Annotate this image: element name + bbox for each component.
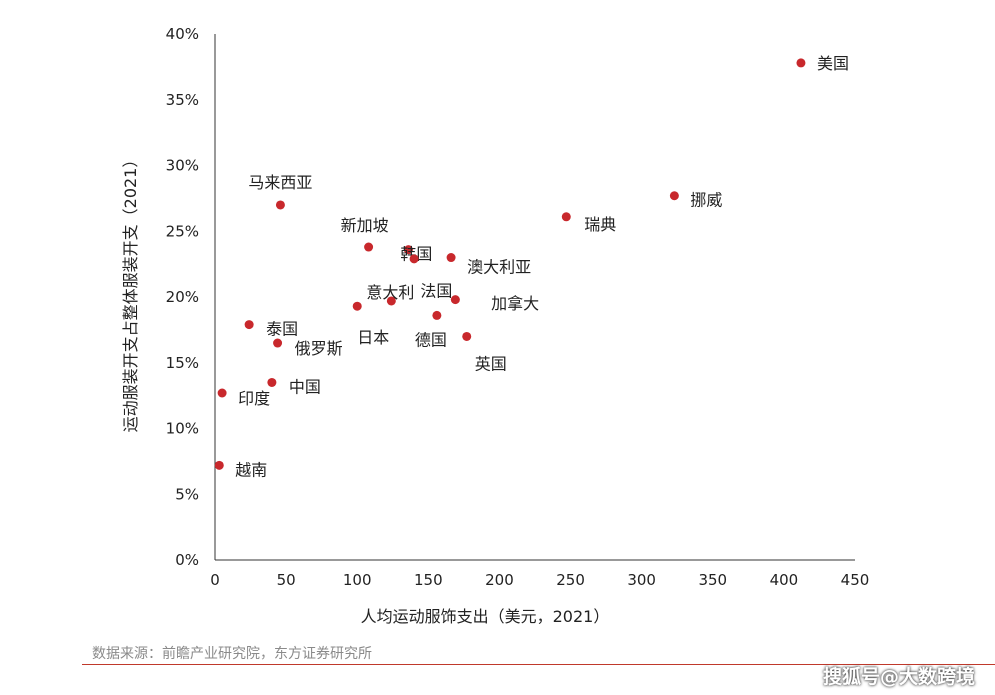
point-label: 日本 (357, 328, 389, 347)
x-tick-label: 450 (841, 571, 870, 589)
point-label: 印度 (238, 389, 270, 408)
data-point (462, 331, 472, 341)
data-point (386, 296, 396, 306)
y-tick-label: 20% (166, 288, 199, 306)
data-point (275, 200, 285, 210)
data-point (364, 242, 374, 252)
point-label: 加拿大 (491, 294, 539, 313)
x-tick-label: 50 (277, 571, 296, 589)
x-tick-label: 0 (210, 571, 220, 589)
x-tick-label: 250 (556, 571, 585, 589)
data-point (561, 212, 571, 222)
y-tick-label: 5% (175, 485, 199, 503)
data-point (267, 377, 277, 387)
data-point (352, 301, 362, 311)
x-axis-title: 人均运动服饰支出（美元，2021） (361, 607, 610, 626)
y-tick-label: 35% (166, 91, 199, 109)
point-label: 瑞典 (584, 215, 616, 234)
point-label: 泰国 (266, 320, 298, 339)
y-axis-title: 运动服装开支占整体服装开支（2021） (121, 152, 140, 433)
point-label: 法国 (420, 282, 452, 301)
data-point (244, 320, 254, 330)
y-tick-label: 10% (166, 420, 199, 438)
data-point (432, 310, 442, 320)
x-tick-label: 200 (485, 571, 514, 589)
point-label: 韩国 (400, 245, 432, 264)
data-point (446, 253, 456, 263)
data-point (403, 245, 413, 255)
scatter-chart: 0% 5% 10% 15% 20% 25% 30% 35% 40% 0 50 100 150 200 250… (121, 25, 870, 626)
watermark: 搜狐号@大数跨境 (822, 666, 975, 688)
x-tick-label: 100 (343, 571, 372, 589)
point-label: 美国 (817, 54, 849, 73)
y-tick-label: 30% (166, 157, 199, 175)
data-point (214, 460, 224, 470)
x-tick-label: 400 (770, 571, 799, 589)
x-tick-label: 350 (698, 571, 727, 589)
point-label: 德国 (415, 330, 447, 349)
data-point (217, 388, 227, 398)
footer-divider (82, 664, 995, 665)
point-label: 英国 (475, 354, 507, 373)
y-tick-label: 40% (166, 25, 199, 43)
x-tick-label: 300 (627, 571, 656, 589)
y-tick-label: 25% (166, 222, 199, 240)
point-label: 新加坡 (341, 216, 389, 235)
data-point (409, 254, 419, 264)
y-tick-label: 15% (166, 354, 199, 372)
data-point (669, 191, 679, 201)
data-point (796, 58, 806, 68)
point-label: 马来西亚 (248, 173, 312, 192)
y-tick-label: 0% (175, 551, 199, 569)
data-point (273, 338, 283, 348)
data-point (450, 295, 460, 305)
point-label: 中国 (289, 377, 321, 396)
point-label: 意大利 (366, 283, 414, 302)
point-label: 挪威 (690, 191, 722, 210)
point-label: 澳大利亚 (467, 258, 531, 277)
point-label: 俄罗斯 (295, 339, 343, 358)
source-note: 数据来源：前瞻产业研究院，东方证券研究所 (92, 646, 372, 662)
x-tick-label: 150 (414, 571, 443, 589)
point-label: 越南 (235, 460, 267, 479)
